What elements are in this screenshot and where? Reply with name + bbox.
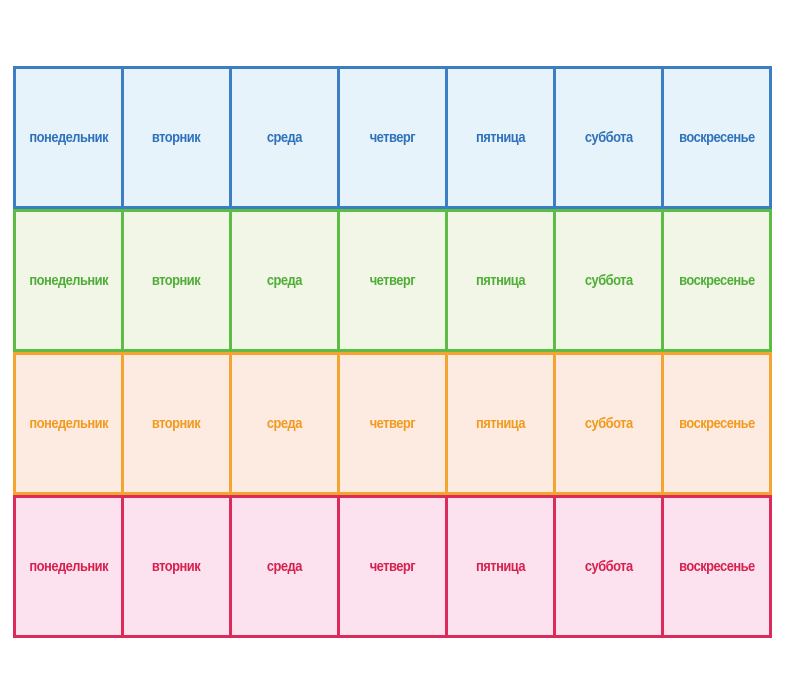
day-label: воскресенье: [678, 415, 755, 432]
day-label: понедельник: [29, 272, 108, 289]
card-green-tuesday: вторник: [121, 209, 232, 352]
weekday-card-grid: понедельник вторник среда четверг пятниц…: [13, 66, 790, 638]
card-green-friday: пятница: [445, 209, 556, 352]
card-green-saturday: суббота: [553, 209, 664, 352]
day-label: воскресенье: [678, 129, 755, 146]
card-green-thursday: четверг: [337, 209, 448, 352]
card-blue-friday: пятница: [445, 66, 556, 209]
card-orange-tuesday: вторник: [121, 352, 232, 495]
day-label: четверг: [369, 272, 416, 289]
card-blue-monday: понедельник: [13, 66, 124, 209]
day-label: среда: [266, 558, 303, 575]
day-label: четверг: [369, 558, 416, 575]
card-pink-friday: пятница: [445, 495, 556, 638]
day-label: четверг: [369, 415, 416, 432]
card-pink-tuesday: вторник: [121, 495, 232, 638]
card-blue-thursday: четверг: [337, 66, 448, 209]
day-label: среда: [266, 129, 303, 146]
card-pink-monday: понедельник: [13, 495, 124, 638]
card-orange-saturday: суббота: [553, 352, 664, 495]
row-blue: понедельник вторник среда четверг пятниц…: [13, 66, 790, 209]
day-label: пятница: [475, 415, 526, 432]
card-orange-sunday: воскресенье: [661, 352, 772, 495]
card-pink-saturday: суббота: [553, 495, 664, 638]
day-label: пятница: [475, 558, 526, 575]
day-label: вторник: [152, 558, 201, 575]
card-blue-saturday: суббота: [553, 66, 664, 209]
day-label: вторник: [152, 129, 201, 146]
card-blue-sunday: воскресенье: [661, 66, 772, 209]
day-label: среда: [266, 415, 303, 432]
card-orange-thursday: четверг: [337, 352, 448, 495]
day-label: пятница: [475, 129, 526, 146]
card-pink-thursday: четверг: [337, 495, 448, 638]
card-green-wednesday: среда: [229, 209, 340, 352]
day-label: понедельник: [29, 415, 108, 432]
day-label: суббота: [584, 415, 633, 432]
day-label: воскресенье: [678, 558, 755, 575]
day-label: суббота: [584, 558, 633, 575]
card-pink-wednesday: среда: [229, 495, 340, 638]
card-blue-wednesday: среда: [229, 66, 340, 209]
day-label: вторник: [152, 415, 201, 432]
day-label: пятница: [475, 272, 526, 289]
row-orange: понедельник вторник среда четверг пятниц…: [13, 352, 790, 495]
row-pink: понедельник вторник среда четверг пятниц…: [13, 495, 790, 638]
day-label: понедельник: [29, 558, 108, 575]
card-green-monday: понедельник: [13, 209, 124, 352]
day-label: четверг: [369, 129, 416, 146]
card-orange-monday: понедельник: [13, 352, 124, 495]
row-green: понедельник вторник среда четверг пятниц…: [13, 209, 790, 352]
card-green-sunday: воскресенье: [661, 209, 772, 352]
card-blue-tuesday: вторник: [121, 66, 232, 209]
card-orange-friday: пятница: [445, 352, 556, 495]
card-pink-sunday: воскресенье: [661, 495, 772, 638]
day-label: суббота: [584, 129, 633, 146]
day-label: понедельник: [29, 129, 108, 146]
day-label: среда: [266, 272, 303, 289]
day-label: суббота: [584, 272, 633, 289]
day-label: вторник: [152, 272, 201, 289]
day-label: воскресенье: [678, 272, 755, 289]
card-orange-wednesday: среда: [229, 352, 340, 495]
